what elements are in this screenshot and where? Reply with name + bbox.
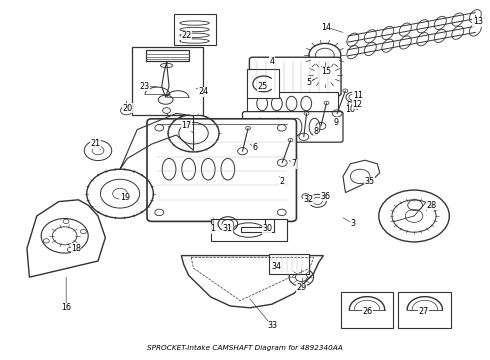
FancyBboxPatch shape xyxy=(243,112,343,142)
FancyBboxPatch shape xyxy=(147,119,296,221)
Bar xyxy=(247,69,279,98)
Text: 5: 5 xyxy=(306,78,311,87)
Polygon shape xyxy=(343,160,380,193)
Text: 15: 15 xyxy=(321,68,331,77)
Text: 20: 20 xyxy=(122,104,132,112)
Text: 29: 29 xyxy=(296,284,306,292)
Text: 21: 21 xyxy=(91,139,100,148)
Text: 10: 10 xyxy=(345,105,355,114)
Text: 24: 24 xyxy=(198,87,208,96)
Polygon shape xyxy=(241,219,274,232)
Bar xyxy=(398,292,451,328)
Bar xyxy=(132,47,203,115)
Text: 25: 25 xyxy=(257,82,267,91)
Text: 36: 36 xyxy=(321,192,331,201)
Text: 32: 32 xyxy=(304,195,314,204)
Text: 34: 34 xyxy=(272,262,282,271)
Text: 35: 35 xyxy=(365,177,375,186)
Text: 4: 4 xyxy=(270,57,274,66)
Text: 18: 18 xyxy=(71,244,81,253)
Text: 7: 7 xyxy=(292,159,296,168)
Text: 28: 28 xyxy=(426,201,436,210)
Text: 26: 26 xyxy=(363,307,372,316)
Polygon shape xyxy=(181,256,323,308)
Text: 1: 1 xyxy=(211,224,216,233)
Bar xyxy=(269,254,309,274)
FancyBboxPatch shape xyxy=(249,57,341,96)
Text: 30: 30 xyxy=(262,224,272,233)
Text: 12: 12 xyxy=(353,100,363,109)
Text: 8: 8 xyxy=(314,127,318,136)
Text: 22: 22 xyxy=(181,31,191,40)
Text: SPROCKET-Intake CAMSHAFT Diagram for 4892340AA: SPROCKET-Intake CAMSHAFT Diagram for 489… xyxy=(147,345,343,351)
Text: 2: 2 xyxy=(279,177,284,186)
Text: 3: 3 xyxy=(350,219,355,228)
Text: 14: 14 xyxy=(321,22,331,31)
Text: 31: 31 xyxy=(223,224,233,233)
Text: 11: 11 xyxy=(353,91,363,100)
Text: 23: 23 xyxy=(140,82,149,91)
Text: 16: 16 xyxy=(61,303,71,312)
Text: 9: 9 xyxy=(333,118,338,127)
Text: 19: 19 xyxy=(120,194,130,202)
Polygon shape xyxy=(27,200,105,277)
Text: 33: 33 xyxy=(267,321,277,330)
Text: 27: 27 xyxy=(419,307,429,316)
Bar xyxy=(174,14,216,45)
Text: 6: 6 xyxy=(252,143,257,152)
Bar xyxy=(247,92,338,115)
Bar xyxy=(341,292,393,328)
Text: 13: 13 xyxy=(473,17,483,26)
Bar xyxy=(211,219,287,241)
Text: 17: 17 xyxy=(181,122,191,130)
